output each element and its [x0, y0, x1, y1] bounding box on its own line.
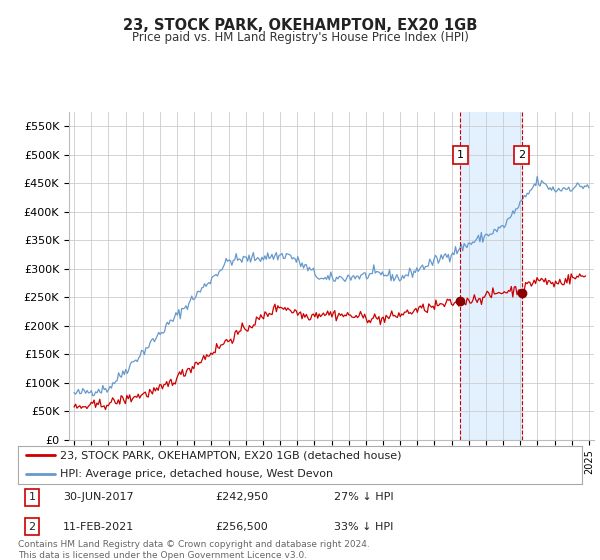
Text: 30-JUN-2017: 30-JUN-2017: [63, 492, 134, 502]
Bar: [460, 112, 522, 440]
Text: 1: 1: [457, 150, 464, 160]
Text: £256,500: £256,500: [215, 521, 268, 531]
Text: 2: 2: [518, 150, 526, 160]
Text: Contains HM Land Registry data © Crown copyright and database right 2024.
This d: Contains HM Land Registry data © Crown c…: [18, 540, 370, 559]
Text: Price paid vs. HM Land Registry's House Price Index (HPI): Price paid vs. HM Land Registry's House …: [131, 31, 469, 44]
Text: 2: 2: [29, 521, 35, 531]
Text: 33% ↓ HPI: 33% ↓ HPI: [334, 521, 393, 531]
Text: 1: 1: [29, 492, 35, 502]
Text: 11-FEB-2021: 11-FEB-2021: [63, 521, 134, 531]
Text: 27% ↓ HPI: 27% ↓ HPI: [334, 492, 394, 502]
Text: HPI: Average price, detached house, West Devon: HPI: Average price, detached house, West…: [60, 469, 334, 479]
Text: 23, STOCK PARK, OKEHAMPTON, EX20 1GB: 23, STOCK PARK, OKEHAMPTON, EX20 1GB: [123, 18, 477, 32]
Text: £242,950: £242,950: [215, 492, 269, 502]
Text: 23, STOCK PARK, OKEHAMPTON, EX20 1GB (detached house): 23, STOCK PARK, OKEHAMPTON, EX20 1GB (de…: [60, 451, 402, 461]
